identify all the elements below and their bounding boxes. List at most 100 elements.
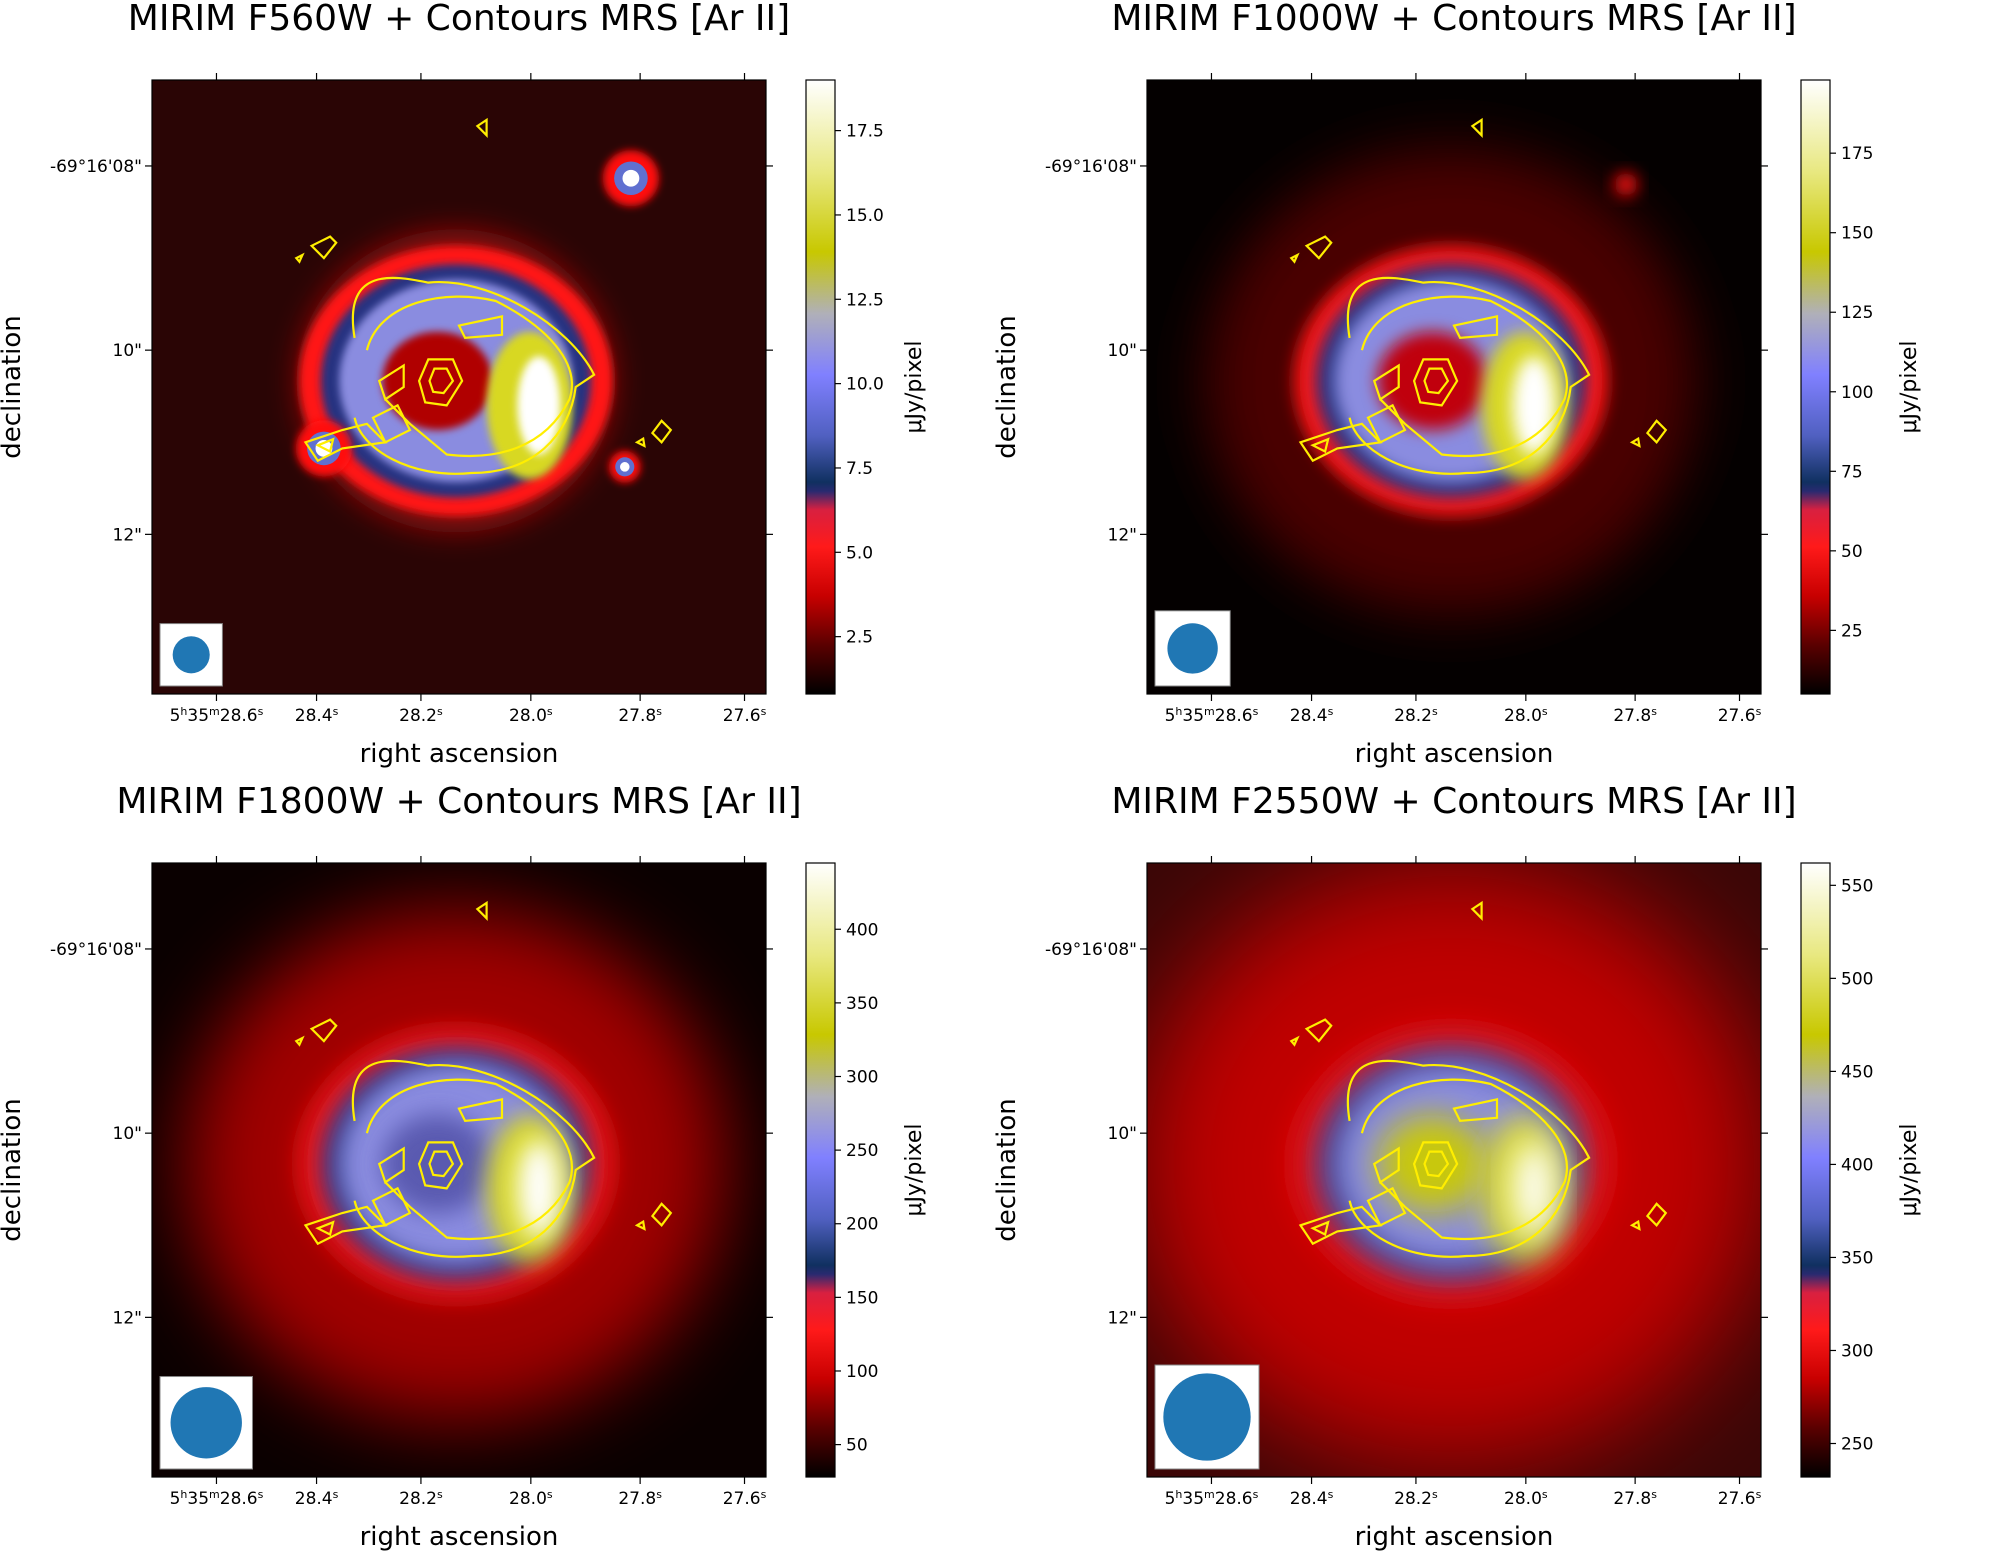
contour-line — [1304, 1018, 1333, 1043]
y-tick-label: -69°16'08" — [1045, 940, 1137, 960]
x-tick-label: 28.4s — [295, 705, 339, 727]
x-tick-label: 28.4s — [1290, 705, 1334, 727]
colorbar-tick-label: 175 — [1841, 144, 1873, 164]
colorbar — [806, 863, 835, 1477]
contour-line — [371, 1186, 412, 1227]
contour-line — [365, 1078, 573, 1241]
ring-hole — [382, 331, 493, 430]
contour-line — [1423, 1150, 1450, 1178]
colorbar-tick-label: 400 — [846, 920, 878, 940]
x-tick-label: 28.0s — [509, 1488, 553, 1510]
colorbar — [806, 80, 835, 694]
beam-inset — [1154, 610, 1231, 687]
colorbar-tick-label: 100 — [1841, 383, 1873, 403]
contour-line — [1346, 1059, 1591, 1258]
x-tick-label: 27.8s — [618, 705, 662, 727]
y-tick-label: 10" — [1108, 341, 1137, 361]
colorbar-tick-label: 5.0 — [846, 543, 873, 563]
colorbar-tick-label: 150 — [846, 1288, 878, 1308]
x-axis-label: right ascension — [1355, 739, 1554, 769]
crescent-peak — [517, 356, 561, 455]
colorbar-tick-label: 100 — [846, 1362, 878, 1382]
colorbar-tick-label: 200 — [846, 1215, 878, 1235]
colorbar-tick-label: 350 — [1841, 1248, 1873, 1268]
contour-line — [1366, 1186, 1407, 1227]
contour-line — [475, 900, 488, 921]
contour-line — [1289, 1035, 1300, 1047]
contours-ar-ii — [1289, 900, 1668, 1258]
image-layer — [185, 907, 727, 1421]
x-tick-label: 28.0s — [509, 705, 553, 727]
colorbar-tick-label: 300 — [846, 1068, 878, 1088]
chart-title: MIRIM F2550W + Contours MRS [Ar II] — [1111, 783, 1796, 822]
x-tick-label: 28.2s — [399, 1488, 443, 1510]
panel-f560w: MIRIM F560W + Contours MRS [Ar II] 5h35m2… — [0, 0, 994, 783]
colorbar-tick-label: 300 — [1841, 1341, 1873, 1361]
contour-line — [428, 367, 455, 395]
contour-line — [365, 295, 573, 458]
beam-inset — [159, 1376, 253, 1470]
colorbar-tick-label: 450 — [1841, 1062, 1873, 1082]
ring-hole — [382, 1114, 493, 1213]
x-tick-label: 27.6s — [723, 705, 767, 727]
contour-line — [457, 315, 504, 340]
y-axis-label: declination — [995, 315, 1022, 458]
contour-line — [1360, 295, 1568, 458]
contour-line — [294, 252, 305, 264]
x-tick-label: 28.2s — [1394, 1488, 1438, 1510]
colorbar-tick-label: 10.0 — [846, 375, 884, 395]
x-tick-label: 28.2s — [399, 705, 443, 727]
ring-hole — [1377, 331, 1488, 430]
heatmap-chart: MIRIM F1000W + Contours MRS [Ar II] 5h35m… — [995, 0, 1922, 769]
contour-line — [1372, 1146, 1400, 1185]
colorbar-tick-label: 400 — [1841, 1155, 1873, 1175]
contour-line — [303, 422, 388, 463]
y-tick-label: -69°16'08" — [50, 157, 142, 177]
colorbar-tick-label: 15.0 — [846, 206, 884, 226]
colorbar-label: μJy/pixel — [902, 1124, 927, 1217]
contour-line — [1412, 358, 1459, 407]
y-tick-label: 12" — [113, 1308, 142, 1328]
colorbar-tick-label: 25 — [1841, 621, 1863, 641]
colorbar-tick-label: 125 — [1841, 303, 1873, 323]
y-axis-label: declination — [0, 315, 27, 458]
panel-f2550w: MIRIM F2550W + Contours MRS [Ar II] 5h35m… — [995, 783, 1989, 1566]
x-tick-label: 28.4s — [1290, 1488, 1334, 1510]
contours-ar-ii — [294, 117, 673, 475]
x-tick-label: 27.6s — [1718, 1488, 1762, 1510]
contour-line — [1298, 1205, 1383, 1246]
contour-line — [1629, 1219, 1641, 1231]
contour-line — [315, 437, 335, 454]
beam-circle — [172, 636, 210, 674]
colorbar-tick-label: 50 — [846, 1436, 868, 1456]
y-tick-label: 10" — [1108, 1124, 1137, 1144]
crescent-peak — [517, 1139, 561, 1238]
field-source — [608, 450, 641, 483]
colorbar-tick-label: 250 — [846, 1141, 878, 1161]
field-source — [1614, 172, 1638, 196]
y-tick-label: 10" — [113, 341, 142, 361]
colorbar-tick-label: 250 — [1841, 1435, 1873, 1455]
x-tick-label: 27.8s — [1613, 1488, 1657, 1510]
colorbar-tick-label: 550 — [1841, 876, 1873, 896]
x-tick-label: 5h35m28.6s — [170, 705, 264, 727]
contour-line — [1346, 276, 1591, 475]
contour-line — [1470, 900, 1483, 921]
y-axis-label: declination — [995, 1098, 1022, 1241]
plot-frame — [151, 862, 767, 1478]
contour-line — [377, 363, 405, 402]
contour-line — [1298, 422, 1383, 463]
contour-line — [650, 419, 673, 444]
contour-line — [303, 1205, 388, 1246]
contour-line — [377, 1146, 405, 1185]
contour-line — [1289, 252, 1300, 264]
contour-line — [1304, 235, 1333, 260]
contour-line — [417, 1141, 464, 1190]
contour-line — [457, 1098, 504, 1123]
panel-f1000w: MIRIM F1000W + Contours MRS [Ar II] 5h35m… — [995, 0, 1989, 783]
colorbar-tick-label: 75 — [1841, 462, 1863, 482]
contour-line — [650, 1202, 673, 1227]
image-layer — [1147, 863, 1761, 1468]
y-tick-label: 12" — [1108, 1308, 1137, 1328]
contour-line — [428, 1150, 455, 1178]
